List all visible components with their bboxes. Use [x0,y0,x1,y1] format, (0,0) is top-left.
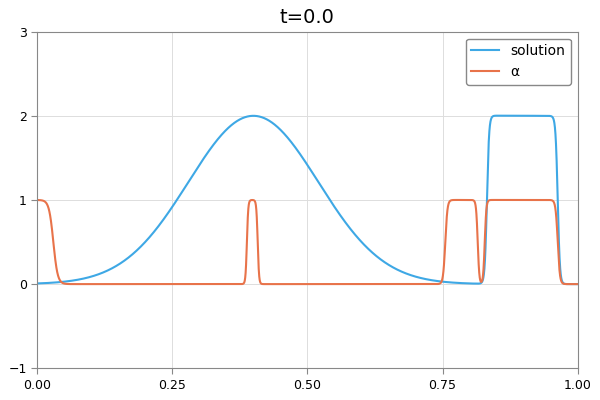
solution [240,115,247,120]
Title: t=0.0: t=0.0 [280,8,335,27]
solution [34,281,41,286]
Line: α: α [37,200,578,284]
solution [132,249,139,254]
α [511,198,518,202]
α [240,281,247,286]
solution [358,239,365,244]
α [385,282,392,286]
α [34,198,41,202]
solution [574,282,581,286]
solution [494,113,501,118]
solution [478,280,485,285]
Line: solution: solution [37,116,578,284]
α [358,282,365,286]
Legend: solution, α: solution, α [466,39,571,85]
α [478,279,485,284]
solution [437,279,444,284]
α [132,282,139,286]
α [437,281,444,286]
solution [385,262,392,267]
α [574,282,581,286]
α [132,282,139,286]
